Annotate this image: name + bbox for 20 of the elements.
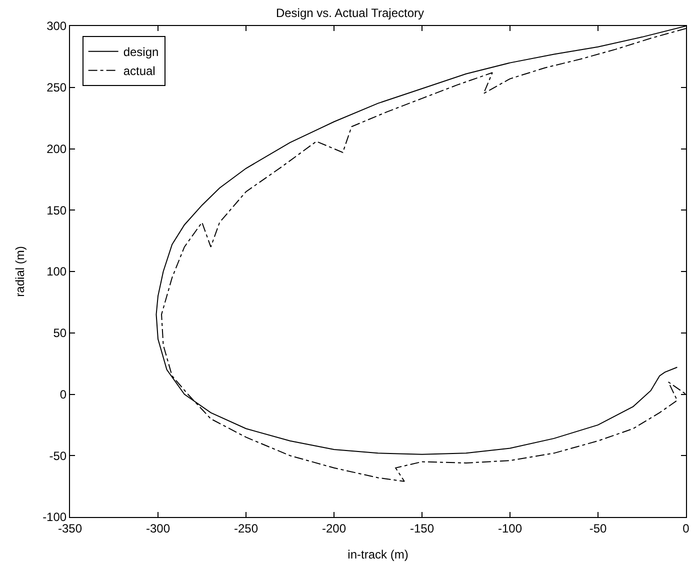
y-tick-label: -50 [49, 448, 67, 463]
y-tick-label: 300 [46, 19, 67, 34]
x-tick-label: -300 [146, 521, 170, 536]
y-tick-label: 150 [46, 203, 67, 218]
legend-label: actual [123, 64, 156, 78]
legend-label: design [123, 45, 159, 59]
y-tick-label: 0 [60, 387, 67, 402]
y-tick-label: 250 [46, 80, 67, 95]
x-tick-label: -50 [589, 521, 607, 536]
chart-title: Design vs. Actual Trajectory [276, 6, 424, 20]
x-tick-label: -200 [322, 521, 346, 536]
x-tick-label: -100 [498, 521, 522, 536]
y-axis-title: radial (m) [12, 246, 27, 297]
x-tick-label: -250 [234, 521, 258, 536]
y-tick-label: 50 [53, 326, 67, 340]
y-tick-label: 100 [46, 264, 67, 279]
x-tick-label: 0 [682, 521, 690, 536]
y-tick-label: 200 [46, 142, 67, 156]
x-tick-label: -150 [410, 521, 434, 536]
x-axis-title: in-track (m) [348, 547, 408, 562]
